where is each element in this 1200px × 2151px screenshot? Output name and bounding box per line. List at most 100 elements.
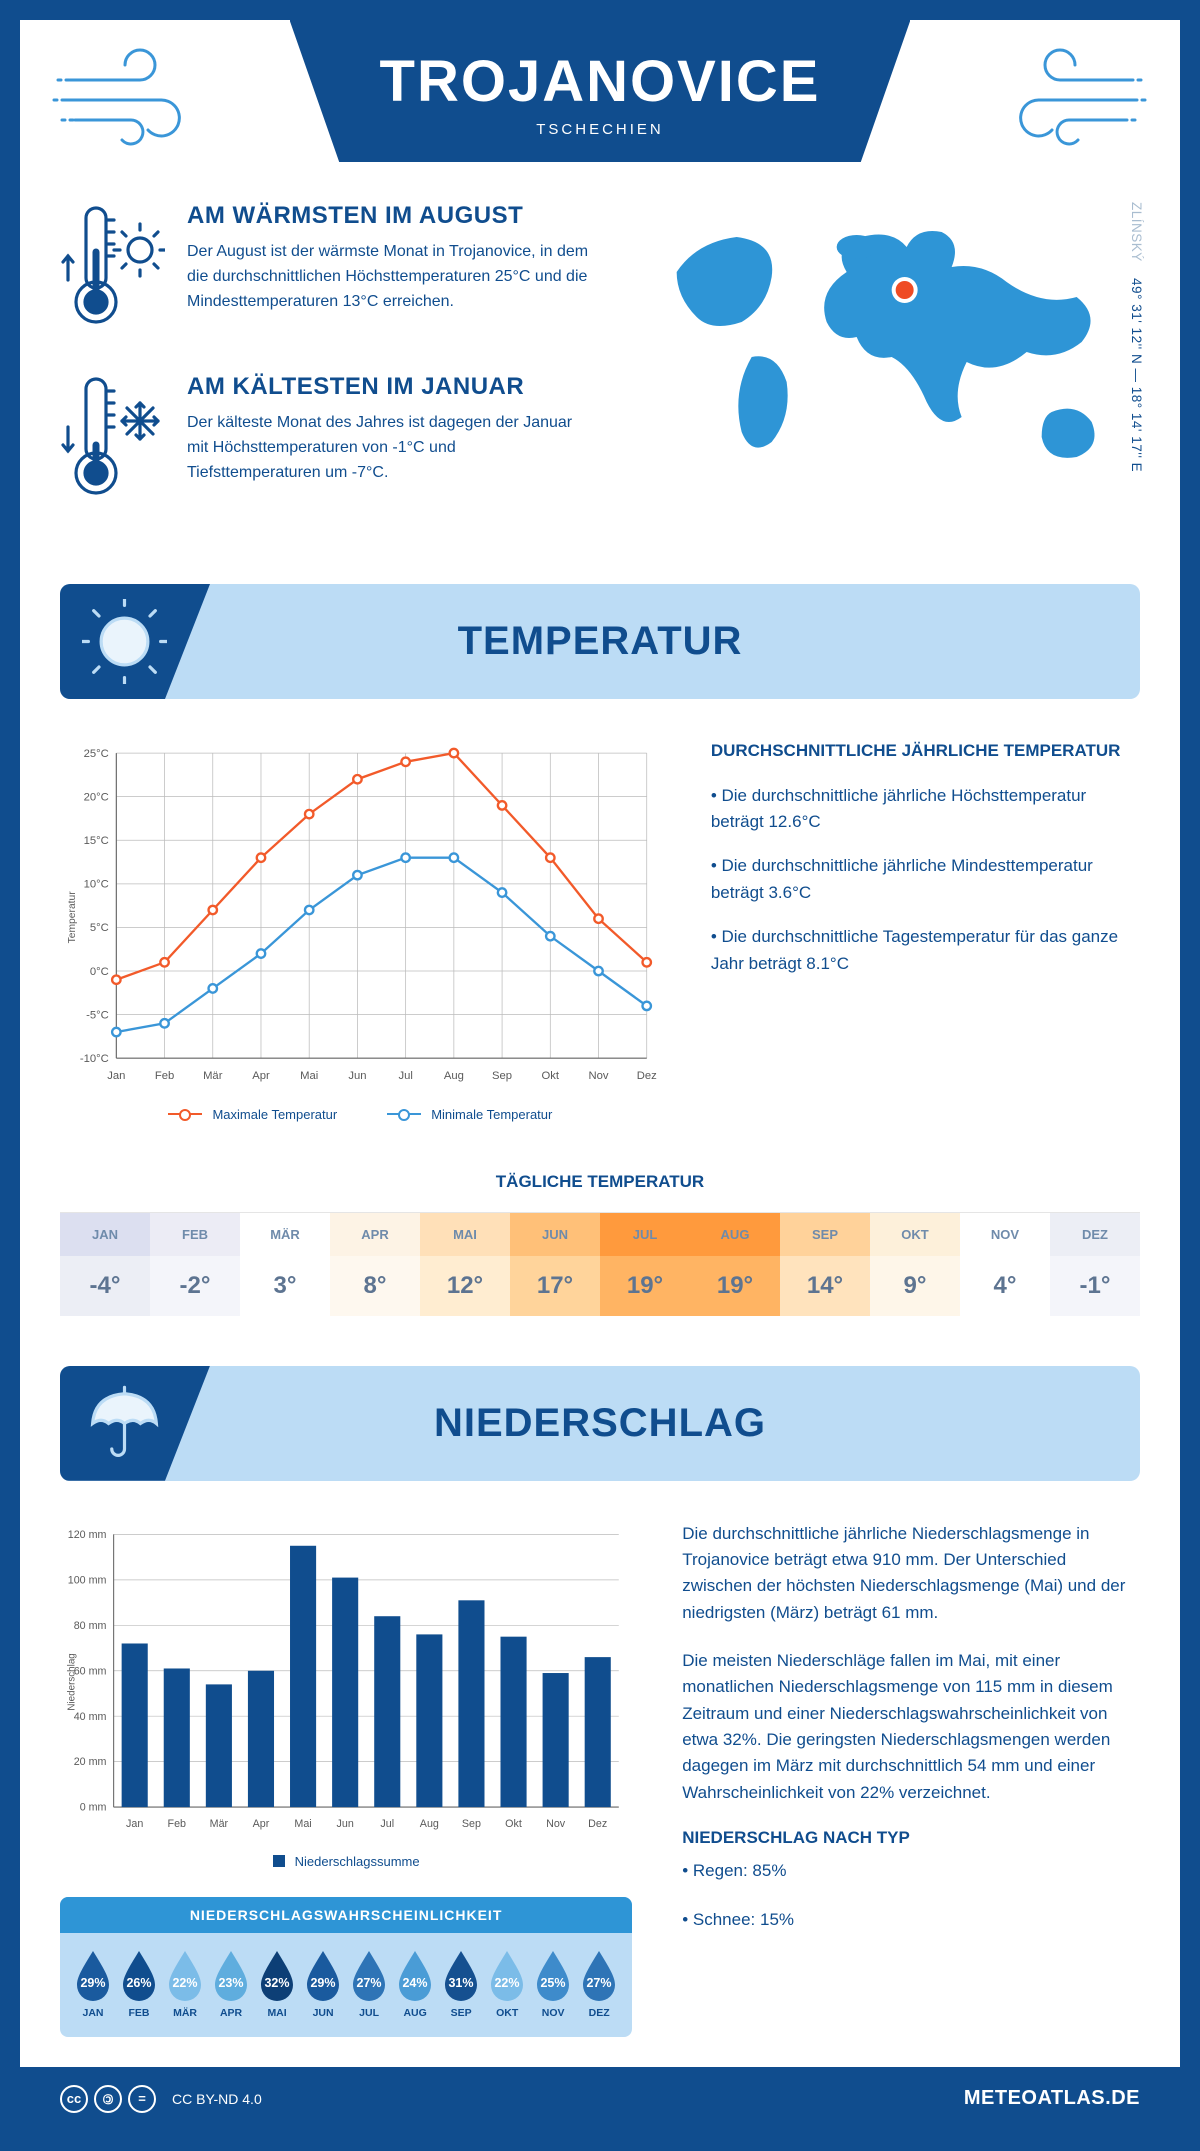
location-subtitle: TSCHECHIEN [380, 121, 821, 138]
svg-text:27%: 27% [587, 1976, 612, 1990]
svg-text:Apr: Apr [252, 1070, 270, 1082]
svg-text:120 mm: 120 mm [68, 1529, 107, 1541]
daily-cell: MAI12° [420, 1213, 510, 1316]
prob-drop: 22%MÄR [162, 1947, 208, 2019]
prob-drop: 24%AUG [392, 1947, 438, 2019]
svg-text:5°C: 5°C [90, 922, 109, 934]
svg-text:Temperatur: Temperatur [67, 891, 78, 944]
coords-text: 49° 31' 12'' N — 18° 14' 17'' E [1129, 278, 1144, 472]
svg-text:15°C: 15°C [84, 835, 109, 847]
svg-text:Dez: Dez [588, 1817, 607, 1829]
legend-precip: Niederschlagssumme [273, 1854, 420, 1869]
precipitation-bar-chart: 0 mm20 mm40 mm60 mm80 mm100 mm120 mmNied… [60, 1521, 632, 1869]
daily-cell: DEZ-1° [1050, 1213, 1140, 1316]
svg-text:29%: 29% [311, 1976, 336, 1990]
svg-text:24%: 24% [403, 1976, 428, 1990]
prob-drop: 29%JAN [70, 1947, 116, 2019]
wind-icon [990, 40, 1140, 160]
daily-cell: NOV4° [960, 1213, 1050, 1316]
svg-text:80 mm: 80 mm [74, 1620, 107, 1632]
precip-type-heading: NIEDERSCHLAG NACH TYP [682, 1828, 1140, 1848]
temp-bullet-3: • Die durchschnittliche Tagestemperatur … [711, 924, 1140, 977]
prob-title: NIEDERSCHLAGSWAHRSCHEINLICHKEIT [60, 1897, 632, 1933]
nd-icon: = [128, 2085, 156, 2113]
daily-cell: MÄR3° [240, 1213, 330, 1316]
region-label: ZLÍNSKÝ [1129, 202, 1144, 262]
daily-cell: OKT9° [870, 1213, 960, 1316]
svg-text:32%: 32% [265, 1976, 290, 1990]
page-footer: cc 🄯 = CC BY-ND 4.0 METEOATLAS.DE [20, 2067, 1180, 2131]
world-map-icon [633, 202, 1140, 482]
svg-text:Sep: Sep [462, 1817, 481, 1829]
svg-text:22%: 22% [495, 1976, 520, 1990]
daily-cell: SEP14° [780, 1213, 870, 1316]
fact-warm-body: Der August ist der wärmste Monat in Troj… [187, 240, 593, 314]
prob-drop: 26%FEB [116, 1947, 162, 2019]
svg-text:Niederschlag: Niederschlag [66, 1653, 77, 1710]
svg-text:Mai: Mai [294, 1817, 311, 1829]
svg-text:Mär: Mär [203, 1070, 223, 1082]
svg-text:26%: 26% [127, 1976, 152, 1990]
svg-text:20 mm: 20 mm [74, 1756, 107, 1768]
daily-cell: JAN-4° [60, 1213, 150, 1316]
daily-temp-title: TÄGLICHE TEMPERATUR [60, 1172, 1140, 1192]
precip-para-2: Die meisten Niederschläge fallen im Mai,… [682, 1648, 1140, 1806]
daily-cell: APR8° [330, 1213, 420, 1316]
svg-text:23%: 23% [219, 1976, 244, 1990]
daily-cell: JUN17° [510, 1213, 600, 1316]
svg-text:Nov: Nov [546, 1817, 566, 1829]
daily-cell: JUL19° [600, 1213, 690, 1316]
svg-text:60 mm: 60 mm [74, 1665, 107, 1677]
svg-text:Jul: Jul [398, 1070, 412, 1082]
svg-text:Dez: Dez [637, 1070, 657, 1082]
svg-text:0°C: 0°C [90, 966, 109, 978]
coordinates: ZLÍNSKÝ 49° 31' 12'' N — 18° 14' 17'' E [1129, 202, 1144, 472]
prob-drop: 23%APR [208, 1947, 254, 2019]
precip-type-1: • Regen: 85% [682, 1858, 1140, 1884]
prob-drop: 31%SEP [438, 1947, 484, 2019]
svg-text:Mai: Mai [300, 1070, 318, 1082]
svg-text:-5°C: -5°C [86, 1009, 109, 1021]
svg-text:Aug: Aug [444, 1070, 464, 1082]
title-banner: TROJANOVICE TSCHECHIEN [290, 20, 911, 162]
svg-text:40 mm: 40 mm [74, 1711, 107, 1723]
svg-text:Nov: Nov [589, 1070, 609, 1082]
cc-icons: cc 🄯 = [60, 2085, 156, 2113]
section-title-precip: NIEDERSCHLAG [210, 1401, 1140, 1446]
section-banner-temperature: TEMPERATUR [60, 584, 1140, 699]
svg-text:27%: 27% [357, 1976, 382, 1990]
svg-text:Apr: Apr [253, 1817, 270, 1829]
svg-text:10°C: 10°C [84, 879, 109, 891]
fact-cold: AM KÄLTESTEN IM JANUAR Der kälteste Mona… [60, 373, 593, 508]
prob-drop: 27%JUL [346, 1947, 392, 2019]
svg-text:Jan: Jan [126, 1817, 143, 1829]
svg-text:Jun: Jun [337, 1817, 354, 1829]
temp-bullet-2: • Die durchschnittliche jährliche Mindes… [711, 853, 1140, 906]
thermometer-cold-icon [60, 373, 165, 508]
temp-text-heading: DURCHSCHNITTLICHE JÄHRLICHE TEMPERATUR [711, 739, 1140, 763]
prob-drop: 22%OKT [484, 1947, 530, 2019]
prob-drop: 29%JUN [300, 1947, 346, 2019]
site-label: METEOATLAS.DE [964, 2087, 1140, 2110]
daily-cell: FEB-2° [150, 1213, 240, 1316]
svg-text:Mär: Mär [210, 1817, 229, 1829]
precip-probability-box: NIEDERSCHLAGSWAHRSCHEINLICHKEIT 29%JAN26… [60, 1897, 632, 2037]
cc-icon: cc [60, 2085, 88, 2113]
sun-icon [60, 584, 210, 699]
svg-text:Jan: Jan [107, 1070, 125, 1082]
daily-temp-table: JAN-4°FEB-2°MÄR3°APR8°MAI12°JUN17°JUL19°… [60, 1212, 1140, 1316]
legend-min-label: Minimale Temperatur [431, 1107, 552, 1122]
prob-drop: 27%DEZ [576, 1947, 622, 2019]
umbrella-icon [60, 1366, 210, 1481]
svg-text:20°C: 20°C [84, 791, 109, 803]
daily-cell: AUG19° [690, 1213, 780, 1316]
section-banner-precip: NIEDERSCHLAG [60, 1366, 1140, 1481]
thermometer-hot-icon [60, 202, 165, 337]
svg-text:Okt: Okt [505, 1817, 522, 1829]
svg-text:25%: 25% [541, 1976, 566, 1990]
svg-text:Feb: Feb [155, 1070, 174, 1082]
precip-type-2: • Schnee: 15% [682, 1907, 1140, 1933]
svg-text:-10°C: -10°C [80, 1053, 109, 1065]
svg-text:Jun: Jun [348, 1070, 366, 1082]
fact-cold-title: AM KÄLTESTEN IM JANUAR [187, 373, 593, 401]
